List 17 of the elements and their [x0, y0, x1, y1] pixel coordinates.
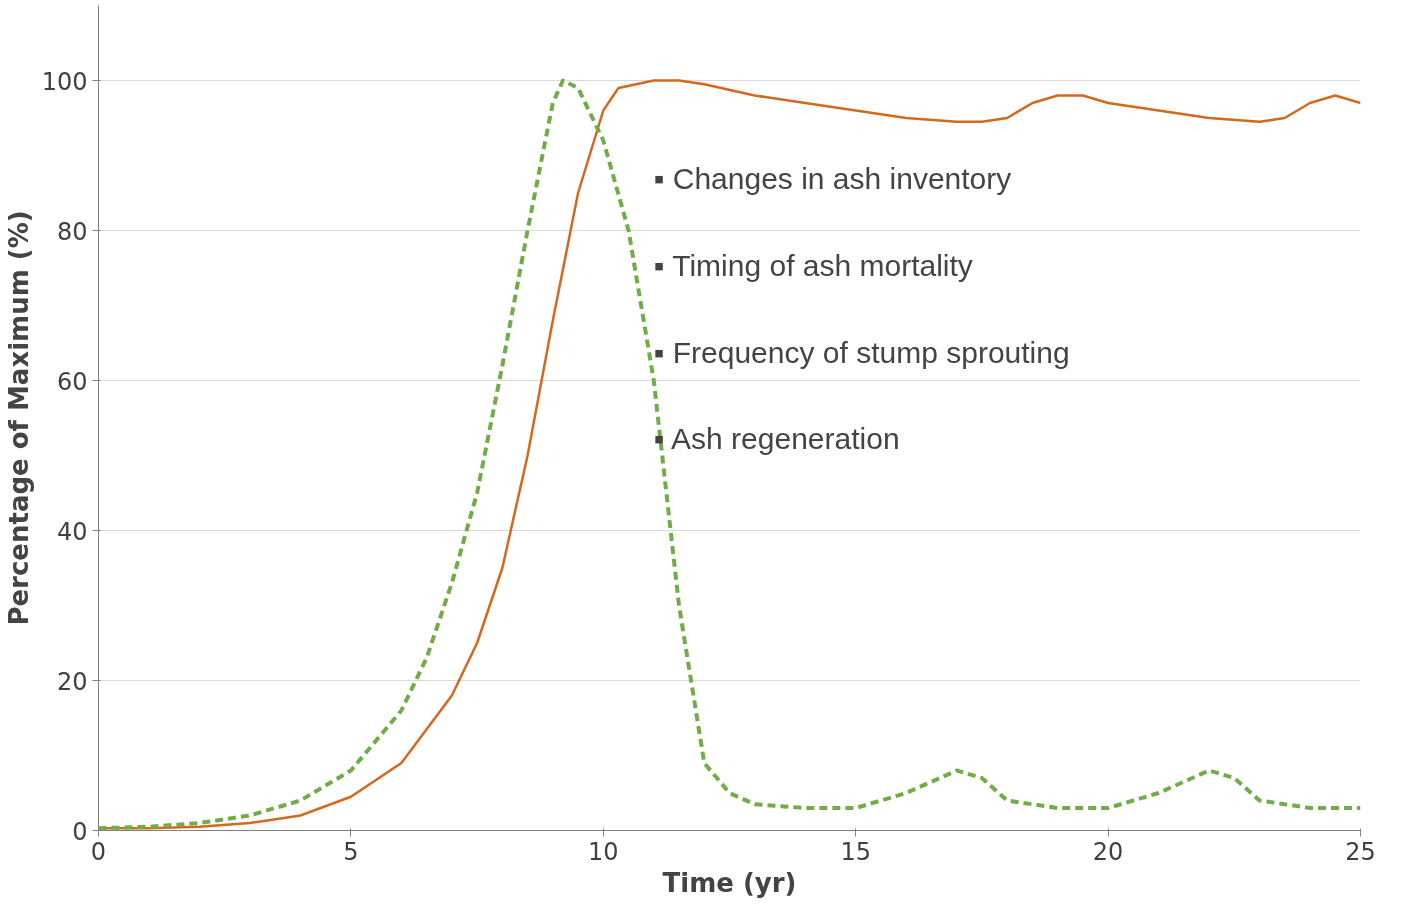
x-axis-title: Time (yr) [662, 867, 797, 898]
y-tick-label: 100 [41, 67, 88, 96]
x-tick-label: 20 [1092, 837, 1124, 866]
y-axis-title: Percentage of Maximum (%) [3, 210, 34, 626]
y-tick-label: 60 [56, 367, 88, 396]
x-tick-label: 10 [588, 837, 619, 866]
y-tick-label: 80 [56, 217, 88, 246]
x-tick-label: 25 [1345, 837, 1376, 866]
y-tick-label: 40 [56, 517, 88, 546]
annotation: ▪ Frequency of stump sprouting [653, 335, 1070, 369]
y-tick-label: 20 [56, 667, 88, 696]
x-tick-label: 5 [343, 837, 359, 866]
x-tick-label: 15 [840, 837, 871, 866]
annotation: ▪ Timing of ash mortality [653, 248, 973, 282]
x-tick-label: 0 [90, 837, 107, 866]
y-tick-label: 0 [72, 817, 88, 846]
annotation: ▪ Changes in ash inventory [653, 162, 1012, 196]
